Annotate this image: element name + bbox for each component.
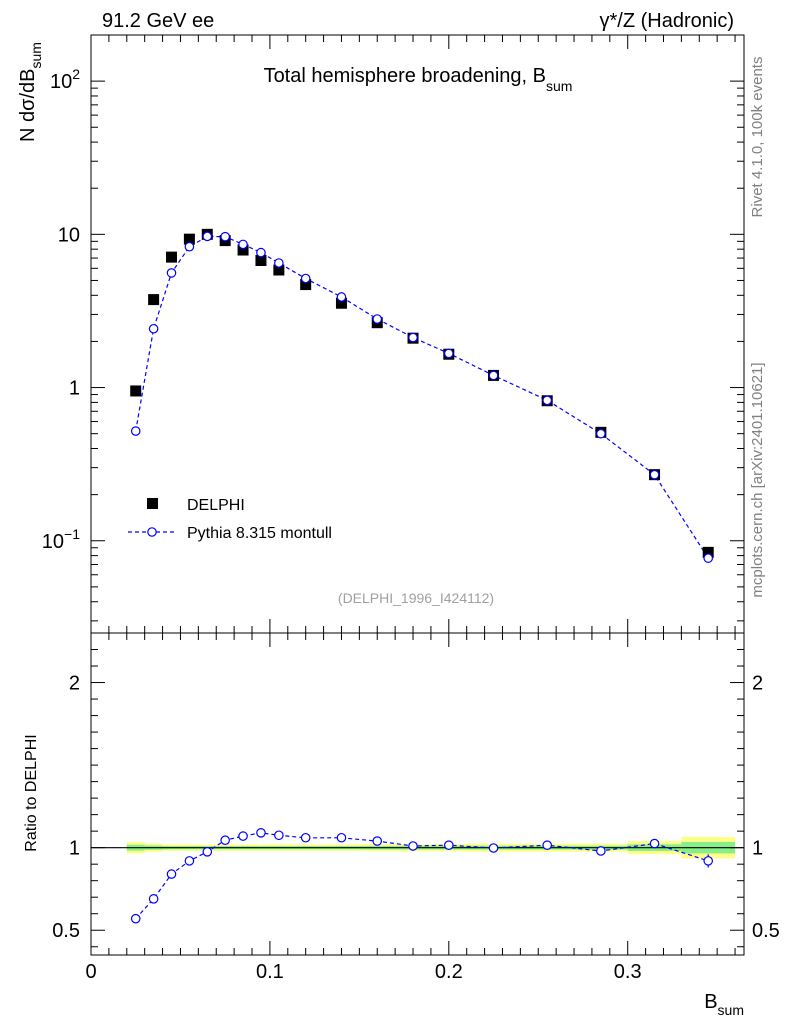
delphi-data-point xyxy=(148,294,160,306)
main-y-tick-label: 10 xyxy=(58,224,80,246)
pythia-data-point xyxy=(202,231,213,242)
pythia-data-point xyxy=(148,323,159,334)
ratio-data-point xyxy=(300,832,311,843)
legend-delphi-label: DELPHI xyxy=(187,497,245,514)
chart-title-subscript: sum xyxy=(546,78,572,94)
delphi-data-point xyxy=(300,279,312,291)
ratio-data-point xyxy=(649,838,660,849)
main-y-tick-label-base: 10 xyxy=(42,531,64,553)
pythia-data-point xyxy=(408,332,418,343)
main-y-axis-label: N dσ/dBsum xyxy=(17,42,44,142)
x-tick-label: 0 xyxy=(85,961,96,983)
pythia-data-point xyxy=(444,348,454,359)
ratio-data-point xyxy=(336,832,347,843)
ratio-axis-ticks: 0.5 0.5 1 1 2 2 0 0.1 0.2 0.3 xyxy=(52,632,780,983)
pythia-data-point xyxy=(488,370,499,381)
ratio-data-point xyxy=(274,830,284,841)
x-axis-label-subscript: sum xyxy=(718,1002,744,1018)
ratio-data-point xyxy=(488,843,499,853)
pythia-data-point xyxy=(703,553,714,563)
ratio-data-point xyxy=(444,840,454,850)
pythia-data-point xyxy=(274,258,284,268)
pythia-data-point xyxy=(238,239,248,250)
main-y-axis-label-subscript: sum xyxy=(28,42,44,68)
ratio-data-point xyxy=(372,836,383,846)
pythia-data-point xyxy=(336,292,347,302)
chart-title: Total hemisphere broadening, Bsum xyxy=(264,65,573,94)
pythia-data-point xyxy=(596,428,606,439)
main-y-tick-label-base: 1 xyxy=(69,378,80,400)
x-axis-label-text: B xyxy=(704,991,717,1013)
mcplots-source-label: mcplots.cern.ch [arXiv:2401.10621] xyxy=(749,362,766,597)
pythia-data-point xyxy=(256,247,266,258)
delphi-data-point xyxy=(273,264,285,276)
ratio-y-axis-label: Ratio to DELPHI xyxy=(23,734,40,851)
main-panel: Total hemisphere broadening, Bsum N dσ/d… xyxy=(17,34,745,634)
ratio-data-point xyxy=(184,856,195,866)
pythia-data-point xyxy=(372,314,383,324)
rivet-version-label: Rivet 4.1.0, 100k events xyxy=(749,57,766,218)
ratio-data-point xyxy=(238,831,248,841)
pythia-data-point xyxy=(220,231,230,242)
legend-pythia-marker xyxy=(147,527,157,537)
delphi-data-point xyxy=(183,233,195,245)
pythia-data-point xyxy=(300,273,311,284)
main-y-tick-label-exponent: 2 xyxy=(72,66,80,82)
delphi-data-point xyxy=(237,244,249,256)
ratio-y-tick-label-left: 1 xyxy=(69,838,80,860)
pythia-data-point xyxy=(184,241,195,252)
ratio-data-point xyxy=(130,913,141,924)
main-data-layer xyxy=(130,228,714,563)
delphi-data-point xyxy=(130,385,142,397)
ratio-y-tick-label-right: 0.5 xyxy=(752,920,780,942)
delphi-data-point xyxy=(255,254,267,266)
ratio-data-point xyxy=(220,835,230,846)
ratio-data-point xyxy=(542,840,553,850)
ratio-y-tick-label-right: 1 xyxy=(752,838,763,860)
main-y-tick-label: 102 xyxy=(50,66,80,93)
delphi-data-point xyxy=(166,251,178,263)
ratio-data-point xyxy=(166,869,177,879)
ratio-panel-frame xyxy=(90,632,745,956)
ratio-data-point xyxy=(596,846,606,856)
x-tick-label: 0.2 xyxy=(435,961,463,983)
main-y-tick-label-exponent: −1 xyxy=(64,526,80,542)
ratio-data-point xyxy=(703,856,714,866)
x-tick-label: 0.3 xyxy=(614,961,642,983)
x-tick-label: 0.1 xyxy=(256,961,284,983)
header-process-label: γ*/Z (Hadronic) xyxy=(600,10,734,32)
legend-pythia-label: Pythia 8.315 montull xyxy=(187,525,332,542)
ratio-panel: Ratio to DELPHI 0.5 0.5 1 1 2 2 0 0.1 0.2 0.3 Bsu… xyxy=(23,632,780,1018)
header-energy-label: 91.2 GeV ee xyxy=(102,10,214,32)
delphi-data-point xyxy=(702,546,714,558)
ratio-data-point xyxy=(256,828,266,838)
main-y-axis-label-text: N dσ/dB xyxy=(17,68,39,142)
ratio-data-point xyxy=(202,846,213,857)
pythia-data-point xyxy=(542,395,553,406)
legend: DELPHI Pythia 8.315 montull xyxy=(128,497,332,542)
pythia-data-point xyxy=(166,268,177,278)
main-y-tick-label-base: 10 xyxy=(58,224,80,246)
x-axis-label: Bsum xyxy=(704,991,744,1018)
analysis-label: (DELPHI_1996_I424112) xyxy=(338,590,494,606)
ratio-y-tick-label-left: 2 xyxy=(69,673,80,695)
ratio-data-point xyxy=(408,841,418,851)
ratio-y-tick-label-left: 0.5 xyxy=(52,920,80,942)
delphi-data-point xyxy=(335,297,347,309)
legend-delphi-marker xyxy=(147,498,158,509)
ratio-data-layer xyxy=(130,828,714,924)
pythia-data-point xyxy=(649,469,660,480)
chart-title-text: Total hemisphere broadening, B xyxy=(264,65,546,87)
main-y-tick-label-base: 10 xyxy=(50,71,72,93)
ratio-y-tick-label-right: 2 xyxy=(752,673,763,695)
main-y-tick-label: 1 xyxy=(69,378,80,400)
main-y-tick-label: 10−1 xyxy=(42,526,80,553)
pythia-data-point xyxy=(130,426,141,436)
ratio-data-point xyxy=(148,894,159,904)
